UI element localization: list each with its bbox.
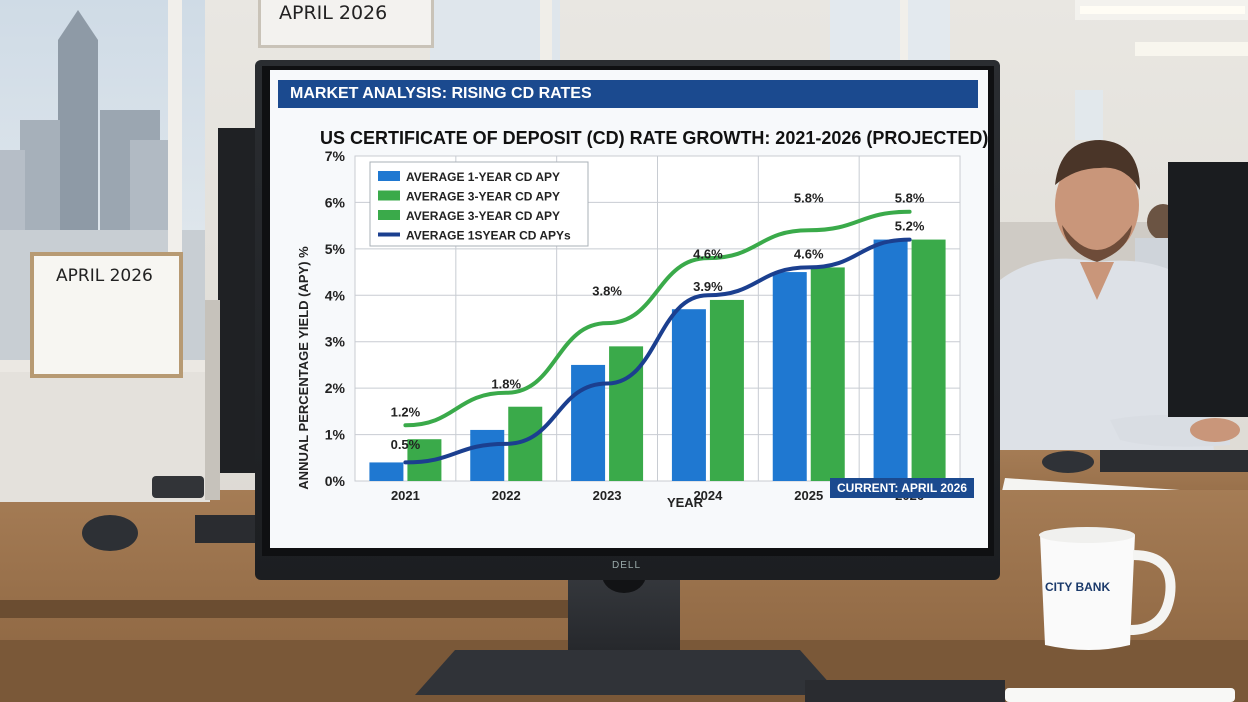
bar: [873, 239, 908, 481]
x-tick-label: 2025: [794, 488, 823, 503]
chart-lines: [403, 209, 912, 465]
x-tick-label: 2024: [693, 488, 723, 503]
y-axis-ticks: 0% 1% 2% 3% 4% 5% 6% 7%: [325, 148, 346, 489]
chart-bars: [369, 239, 946, 481]
data-label: 0.5%: [391, 437, 421, 452]
series-line: [403, 237, 912, 465]
chart-legend: AVERAGE 1-YEAR CD APY AVERAGE 3-YEAR CD A…: [369, 161, 589, 247]
data-label: 3.8%: [592, 284, 622, 299]
desk-whiteboard: APRIL 2026: [30, 252, 183, 378]
legend-entry: AVERAGE 1-YEAR CD APY: [406, 170, 560, 184]
data-label: 5.8%: [794, 191, 824, 206]
x-tick-label: 2022: [492, 488, 521, 503]
bar: [369, 462, 404, 481]
x-tick-label: 2021: [391, 488, 420, 503]
cd-rate-chart: 0.5% 1.2% 1.8% 3.8% 3.9% 4.6% 4.6% 5.8% 5.8% 5.2%…: [296, 148, 961, 510]
data-label: 4.6%: [693, 246, 723, 261]
y-tick-label: 1%: [325, 427, 346, 443]
desk-whiteboard-text: APRIL 2026: [56, 266, 153, 286]
y-tick-label: 4%: [325, 287, 346, 303]
legend-swatch: [378, 190, 400, 201]
whiteboard-text: APRIL 2026: [279, 2, 388, 24]
bar: [709, 299, 744, 481]
legend-swatch: [378, 171, 400, 181]
screen-banner: MARKET ANALYSIS: RISING CD RATES: [278, 80, 978, 108]
data-label: 3.9%: [693, 279, 723, 294]
data-label: 1.2%: [391, 404, 421, 419]
chart-title: US CERTIFICATE OF DEPOSIT (CD) RATE GROW…: [320, 128, 988, 148]
y-tick-label: 0%: [325, 473, 346, 489]
y-tick-label: 5%: [325, 241, 346, 257]
y-axis-label: ANNUAL PERCENTAGE YIELD (APY) %: [296, 246, 311, 490]
x-axis-label: YEAR: [667, 495, 704, 510]
data-label: 4.6%: [794, 246, 824, 261]
legend-entry: AVERAGE 3-YEAR CD APY: [406, 209, 560, 223]
chart-data-labels: 0.5% 1.2% 1.8% 3.8% 3.9% 4.6% 4.6% 5.8% 5.8% 5.2%: [391, 191, 925, 452]
series-line: [403, 209, 912, 428]
data-label: 5.8%: [895, 191, 925, 206]
y-tick-label: 6%: [325, 194, 346, 210]
y-tick-label: 7%: [325, 148, 346, 164]
bar: [772, 272, 807, 481]
wall-whiteboard: APRIL 2026: [258, 0, 434, 48]
legend-swatch: [378, 210, 400, 220]
x-axis-ticks: 202120222023202420252026: [391, 488, 924, 503]
legend-entry: AVERAGE 3-YEAR CD APY: [406, 190, 560, 204]
y-tick-label: 2%: [325, 380, 346, 396]
monitor-screen: MARKET ANALYSIS: RISING CD RATES US CERT…: [270, 70, 988, 548]
y-tick-label: 3%: [325, 334, 346, 350]
monitor-brand-logo: DELL: [612, 560, 642, 571]
data-label: 1.8%: [491, 376, 521, 391]
bar: [911, 239, 946, 481]
x-tick-label: 2023: [593, 488, 622, 503]
data-label: 5.2%: [895, 219, 925, 234]
bar: [810, 267, 845, 481]
mug-logo-text: CITY BANK: [1045, 580, 1111, 594]
bar: [470, 429, 505, 481]
legend-box: [369, 161, 589, 247]
legend-entry: AVERAGE 1SYEAR CD APYs: [406, 229, 571, 243]
current-date-badge: CURRENT: APRIL 2026: [830, 478, 975, 498]
bar: [671, 309, 706, 481]
